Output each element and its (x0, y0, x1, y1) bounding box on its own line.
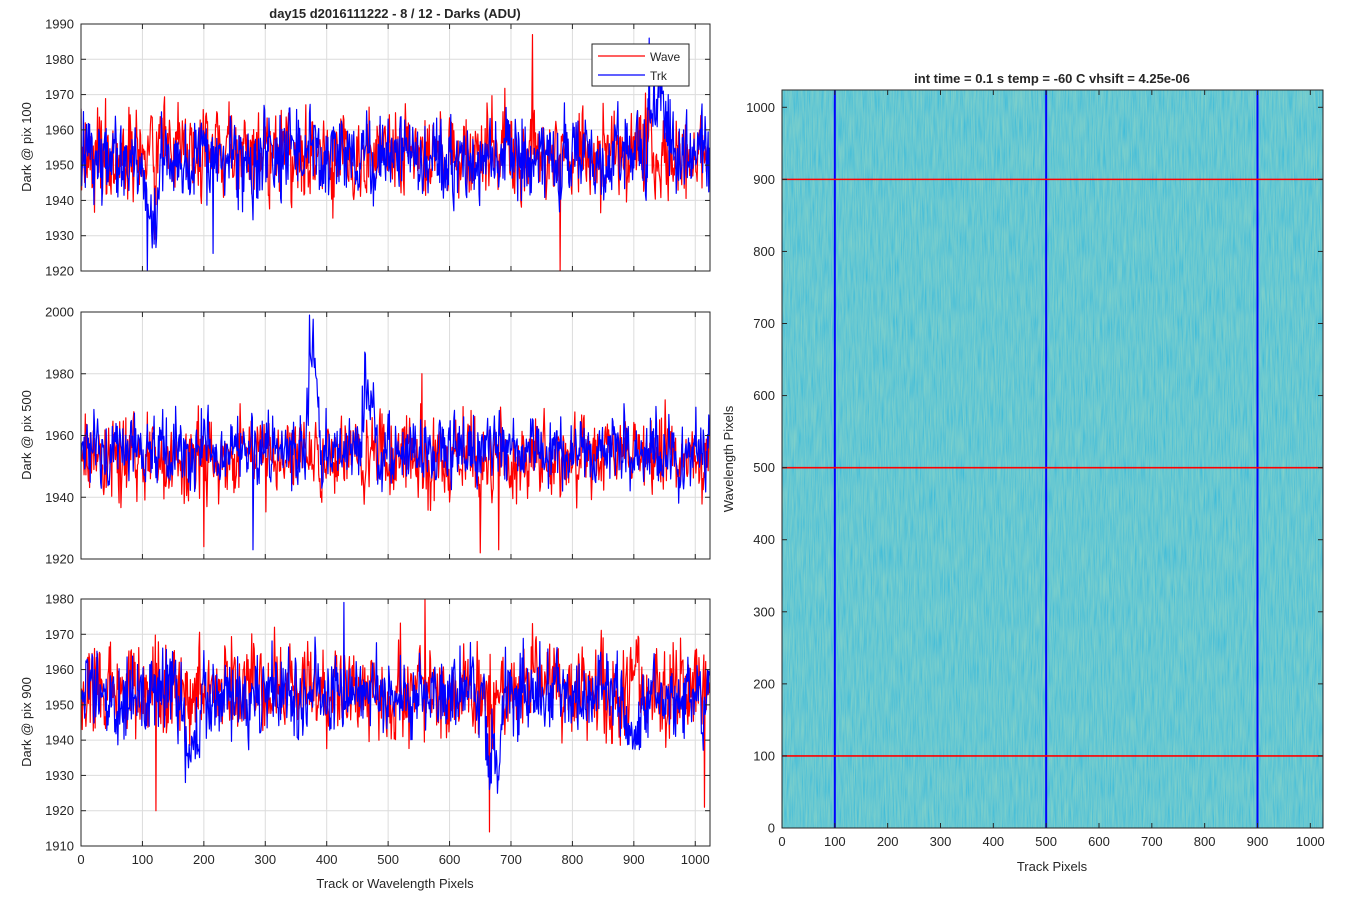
axes-pix-900: 0 100 200 300 400 500 600 700 800 900 1000 1910 1920… (19, 592, 711, 891)
y-tick-label: 1920 (45, 803, 74, 818)
series-line-wave (81, 599, 710, 833)
x-tick-label: 400 (982, 834, 1004, 849)
ticks: 1920 1940 1960 1980 2000 (45, 305, 710, 567)
legend[interactable]: Wave Trk (591, 43, 690, 87)
x-tick-label: 1000 (1296, 834, 1325, 849)
x-tick-label: 500 (377, 852, 399, 867)
y-tick-label: 1000 (746, 100, 775, 115)
x-tick-label: 700 (500, 852, 522, 867)
series-group (81, 314, 710, 554)
series-line-trk (81, 314, 710, 551)
series-line-trk (81, 601, 710, 794)
y-tick-label: 300 (753, 604, 775, 619)
y-tick-label: 1950 (45, 697, 74, 712)
x-tick-label: 0 (778, 834, 785, 849)
y-tick-label: 1960 (45, 122, 74, 137)
x-tick-label: 800 (1194, 834, 1216, 849)
ticks: 0 100 200 300 400 500 600 700 800 900 1000 1910 1920… (45, 592, 710, 867)
x-tick-label: 200 (193, 852, 215, 867)
y-tick-label: 700 (753, 316, 775, 331)
x-tick-label: 800 (562, 852, 584, 867)
axes-frame (80, 23, 711, 272)
y-tick-label: 800 (753, 244, 775, 259)
heatmap-marker-lines (782, 90, 1323, 828)
series-line-trk (81, 37, 710, 271)
y-tick-label: 1940 (45, 490, 74, 505)
legend-box (591, 43, 690, 87)
y-tick-label: 1980 (45, 592, 74, 607)
y-axis-label-pix-500: Dark @ pix 500 (19, 390, 34, 480)
y-tick-label: 900 (753, 172, 775, 187)
axes-frame (80, 598, 711, 847)
y-tick-label: 600 (753, 388, 775, 403)
y-tick-label: 1980 (45, 366, 74, 381)
x-tick-label: 0 (77, 852, 84, 867)
y-tick-label: 1980 (45, 52, 74, 67)
left-chart-title: day15 d2016111222 - 8 / 12 - Darks (ADU) (269, 6, 520, 21)
y-tick-label: 1930 (45, 228, 74, 243)
y-tick-label: 1940 (45, 733, 74, 748)
legend-wave-label: Wave (650, 50, 681, 64)
axes-pix-500: 1920 1940 1960 1980 2000 Dark @ pix 500 (19, 305, 711, 567)
y-tick-label: 0 (768, 821, 775, 836)
y-tick-label: 1920 (45, 264, 74, 279)
x-tick-label: 600 (439, 852, 461, 867)
heatmap-image-noise (782, 90, 1323, 828)
x-tick-label: 600 (1088, 834, 1110, 849)
x-tick-label: 500 (1035, 834, 1057, 849)
y-axis-label-pix-900: Dark @ pix 900 (19, 677, 34, 767)
legend-trk-label: Trk (650, 69, 668, 83)
y-tick-label: 400 (753, 532, 775, 547)
y-tick-label: 1970 (45, 87, 74, 102)
axes-pix-100: 1920 1930 1940 1950 1960 1970 1980 1990 day15 d… (19, 6, 711, 279)
x-tick-label: 900 (623, 852, 645, 867)
y-tick-label: 1950 (45, 158, 74, 173)
y-tick-label: 2000 (45, 305, 74, 320)
series-group (81, 599, 710, 833)
y-tick-label: 500 (753, 460, 775, 475)
y-tick-label: 100 (753, 748, 775, 763)
series-group (81, 33, 710, 271)
x-tick-label: 200 (877, 834, 899, 849)
ticks: 0 100 200 300 400 500 600 700 800 900 1000 0 100 200 3… (746, 90, 1325, 849)
y-tick-label: 1930 (45, 768, 74, 783)
x-tick-label: 1000 (681, 852, 710, 867)
y-tick-label: 1960 (45, 428, 74, 443)
x-tick-label: 300 (254, 852, 276, 867)
x-tick-label: 100 (132, 852, 154, 867)
series-line-wave (81, 373, 710, 554)
ticks: 1920 1930 1940 1950 1960 1970 1980 1990 (45, 17, 710, 279)
y-tick-label: 1960 (45, 662, 74, 677)
y-tick-label: 1940 (45, 193, 74, 208)
heatmap-axes: 0 100 200 300 400 500 600 700 800 900 1000 0 100 200 3… (721, 71, 1325, 874)
x-tick-label: 300 (930, 834, 952, 849)
x-tick-label: 700 (1141, 834, 1163, 849)
heatmap-title: int time = 0.1 s temp = -60 C vhsift = 4… (914, 71, 1190, 86)
x-axis-label-left: Track or Wavelength Pixels (316, 876, 474, 891)
heatmap-x-axis-label: Track Pixels (1017, 859, 1088, 874)
heatmap-y-axis-label: Wavelength Pixels (721, 405, 736, 512)
y-tick-label: 1910 (45, 839, 74, 854)
x-tick-label: 900 (1247, 834, 1269, 849)
x-tick-label: 400 (316, 852, 338, 867)
x-tick-label: 100 (824, 834, 846, 849)
y-tick-label: 1990 (45, 17, 74, 32)
y-tick-label: 1970 (45, 627, 74, 642)
heatmap-frame (781, 89, 1324, 829)
y-tick-label: 200 (753, 676, 775, 691)
y-tick-label: 1920 (45, 552, 74, 567)
y-axis-label-pix-100: Dark @ pix 100 (19, 102, 34, 192)
